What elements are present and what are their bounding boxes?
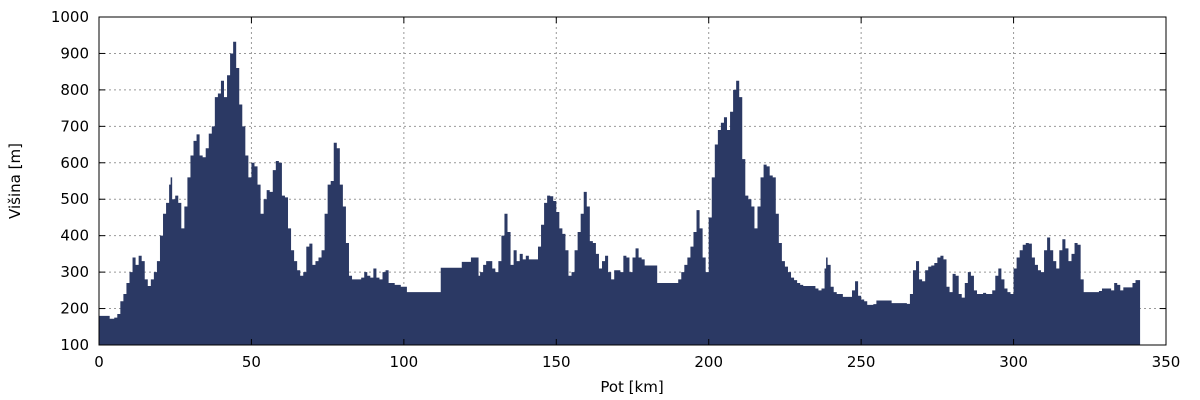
x-tick-label: 0	[94, 353, 104, 371]
y-tick-label: 300	[60, 263, 89, 281]
y-tick-label: 800	[60, 81, 89, 99]
plot-frame	[98, 16, 1167, 346]
y-tick-label: 600	[60, 154, 89, 172]
x-tick-label: 350	[1152, 353, 1181, 371]
y-tick-label: 500	[60, 190, 89, 208]
y-tick-label: 100	[60, 336, 89, 354]
y-tick-label: 200	[60, 300, 89, 318]
y-tick-label: 400	[60, 227, 89, 245]
x-tick-label: 250	[847, 353, 876, 371]
y-tick-label: 1000	[51, 8, 89, 26]
x-tick-label: 300	[999, 353, 1028, 371]
elevation-area	[99, 41, 1141, 345]
x-tick-label: 200	[694, 353, 723, 371]
x-tick-label: 50	[242, 353, 261, 371]
x-tick-label: 100	[390, 353, 419, 371]
x-tick-label: 150	[542, 353, 571, 371]
y-tick-label: 700	[60, 117, 89, 135]
x-axis-label: Pot [km]	[600, 378, 663, 396]
y-axis-label: Višina [m]	[6, 143, 24, 219]
y-tick-label: 900	[60, 44, 89, 62]
axis-ticks: 0 50 100 150 200 250 300 350 100 200 300 400 500 600 7…	[51, 8, 1181, 371]
